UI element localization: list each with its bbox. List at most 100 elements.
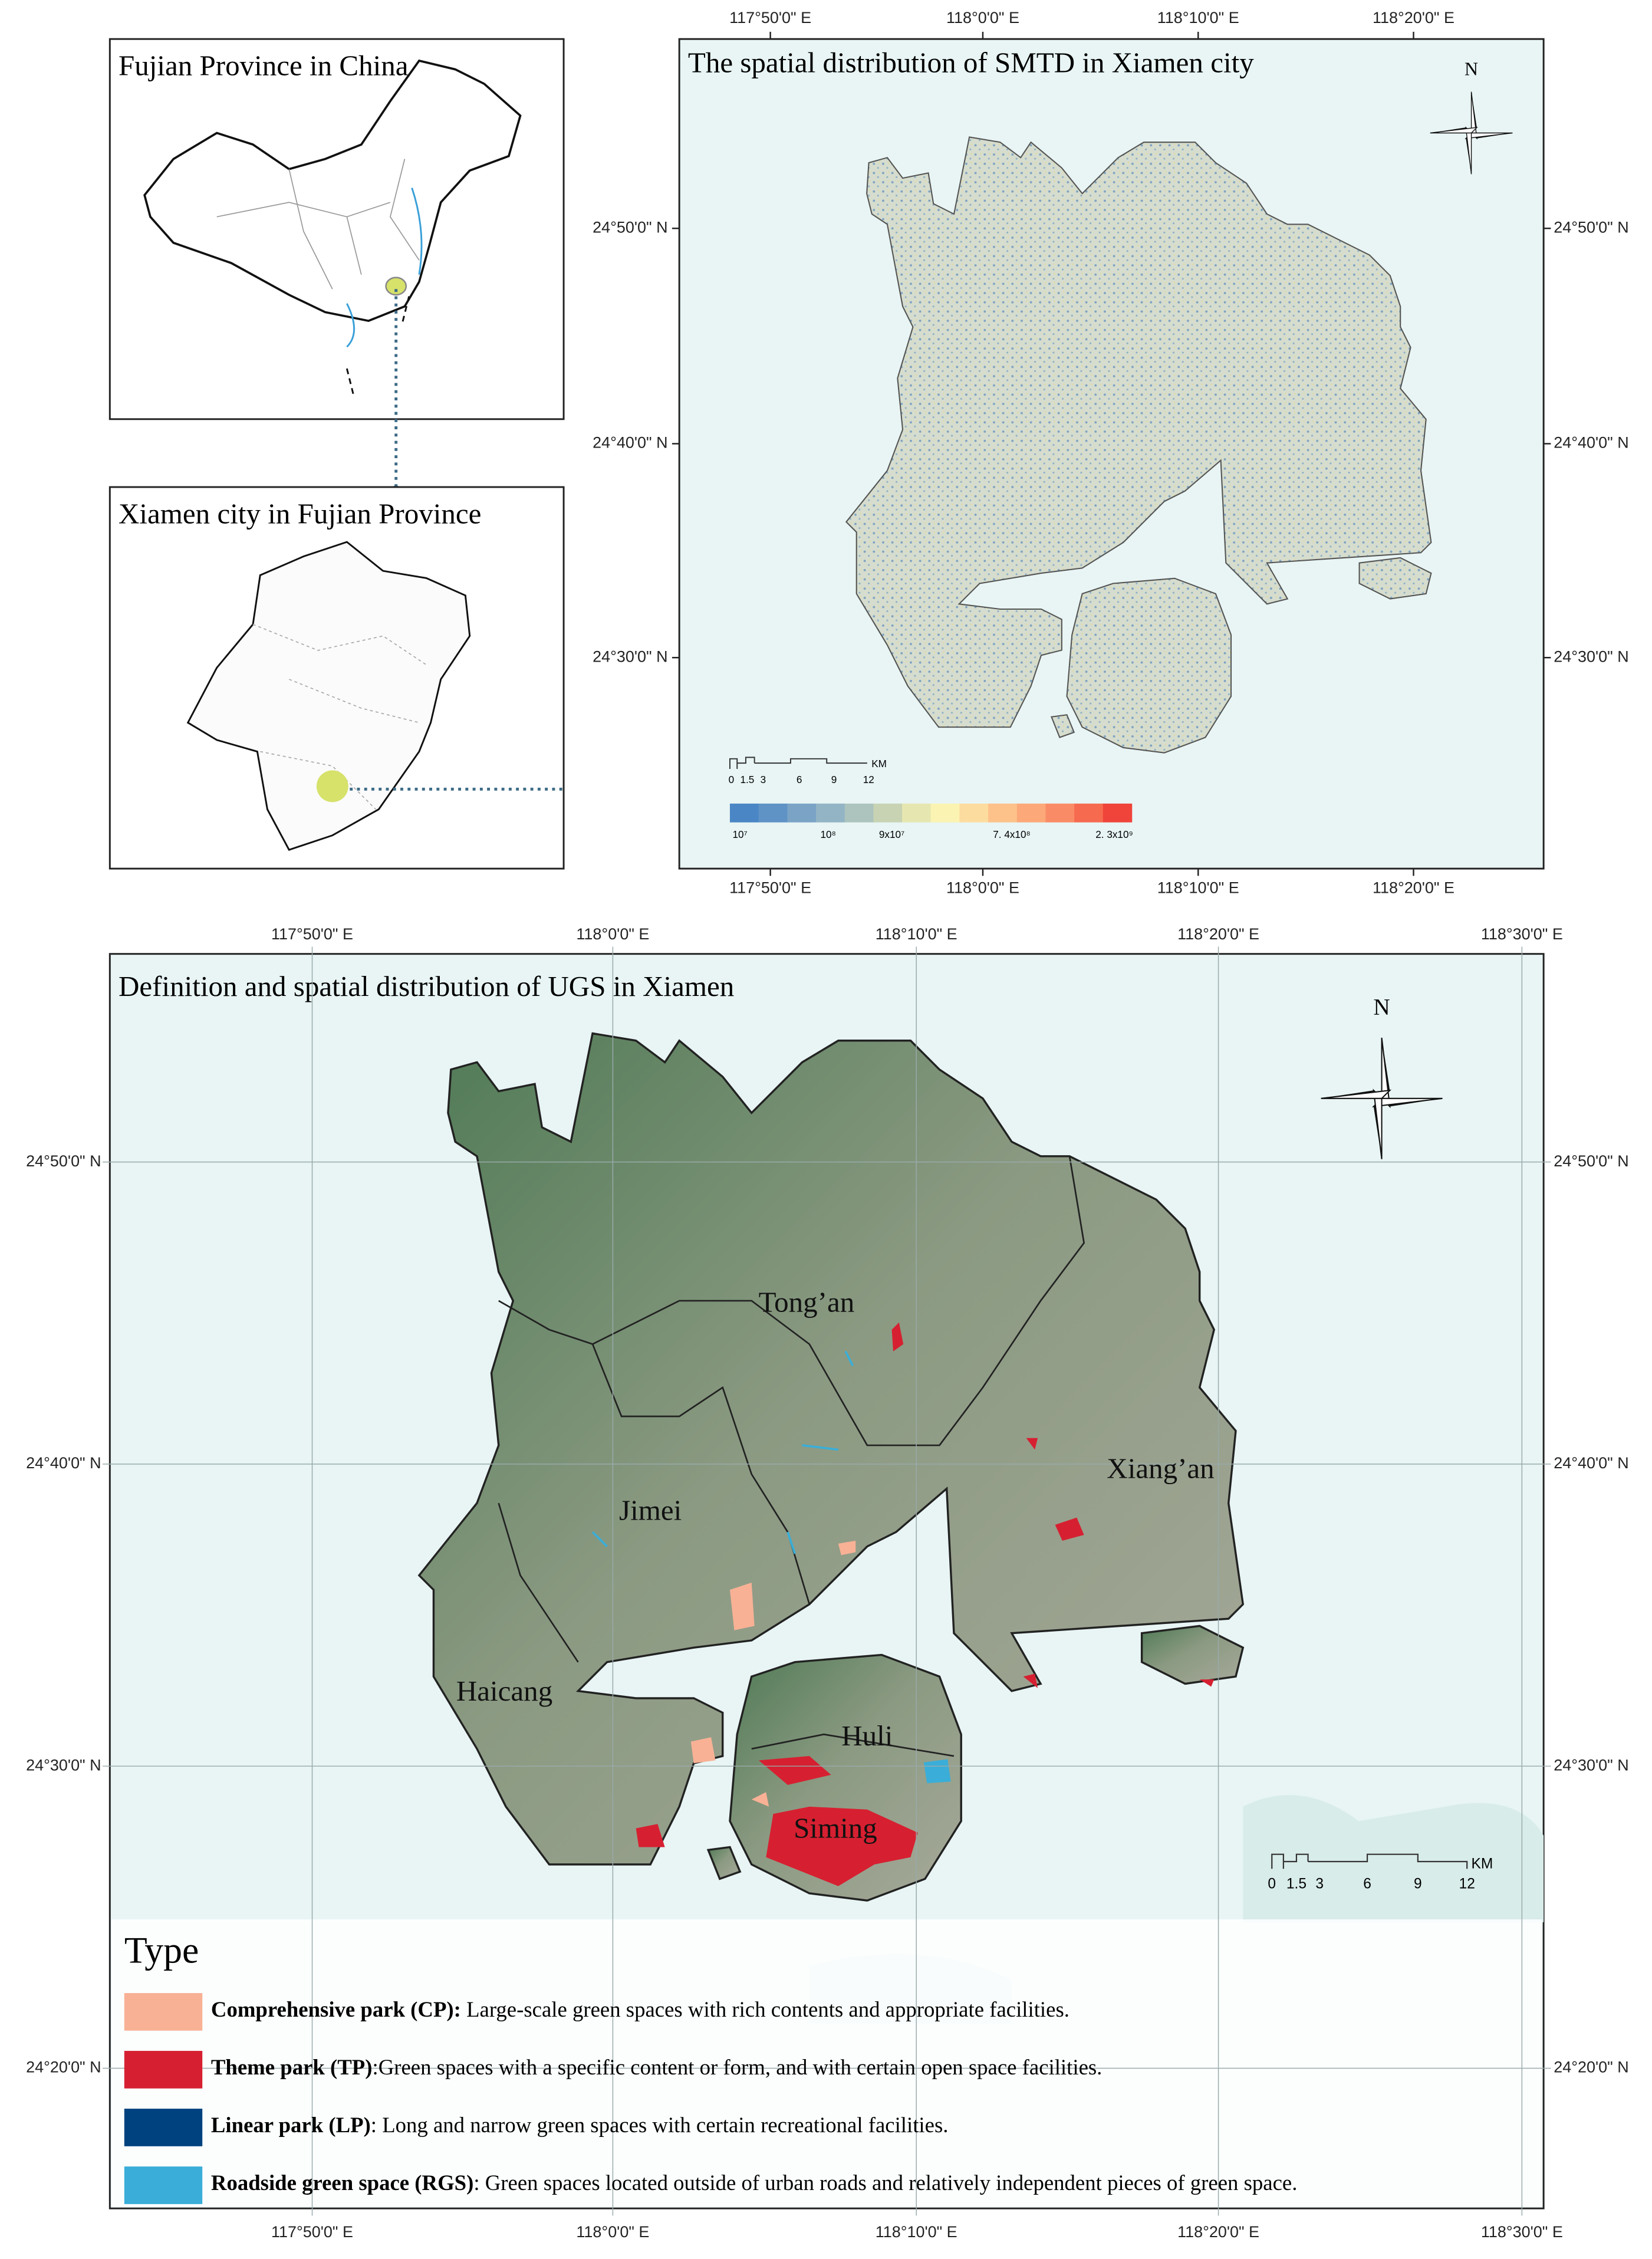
legend-name: Roadside green space (RGS)	[211, 2171, 473, 2195]
colorbar-swatch	[1016, 803, 1047, 823]
district-label: Jimei	[619, 1494, 682, 1527]
scale-label: 1.5	[1286, 1876, 1307, 1892]
scale-bar	[729, 757, 867, 769]
district-label: Huli	[841, 1719, 893, 1752]
colorbar-swatch	[1045, 803, 1075, 823]
legend-swatch	[124, 2051, 203, 2089]
colorbar-swatch	[729, 803, 759, 823]
theme-park-patch	[1055, 1517, 1084, 1541]
colorbar-label: 10⁷	[732, 828, 747, 840]
colorbar-swatch	[873, 803, 903, 823]
smtd-map-title: The spatial distribution of SMTD in Xiam…	[688, 47, 1254, 79]
compass-point	[1321, 1089, 1392, 1099]
lat-label: 24°40'0" N	[1554, 434, 1628, 452]
china-outline	[143, 59, 522, 323]
scale-label: 12	[863, 774, 874, 785]
lon-label: 118°10'0" E	[876, 2223, 957, 2241]
colorbar-swatch	[959, 803, 989, 823]
legend-description: : Green spaces located outside of urban …	[473, 2171, 1297, 2195]
colorbar-swatch	[1074, 803, 1104, 823]
lon-label: 118°30'0" E	[1481, 925, 1563, 943]
colorbar-label: 10⁸	[821, 828, 836, 840]
legend-text: Roadside green space (RGS): Green spaces…	[211, 2171, 1298, 2195]
theme-park-patch	[766, 1806, 918, 1886]
lon-label: 118°20'0" E	[1177, 925, 1259, 943]
lon-label: 118°0'0" E	[576, 2223, 649, 2241]
lon-label: 117°50'0" E	[271, 2223, 353, 2241]
colorbar-swatch	[758, 803, 788, 823]
legend-name: Linear park (LP)	[211, 2113, 371, 2137]
colorbar-swatch	[816, 803, 845, 823]
legend-swatch	[124, 2166, 203, 2204]
legend-description: : Long and narrow green spaces with cert…	[371, 2113, 949, 2137]
lon-label: 118°20'0" E	[1373, 9, 1454, 27]
lat-label: 24°50'0" N	[593, 218, 667, 236]
lat-label: 24°20'0" N	[1554, 2059, 1628, 2076]
china-inset-title: Fujian Province in China	[119, 49, 409, 81]
lat-label: 24°40'0" N	[1554, 1454, 1628, 1472]
lon-label: 117°50'0" E	[729, 879, 811, 897]
scale-label: 9	[831, 774, 837, 785]
legend-name: Theme park (TP)	[211, 2055, 373, 2079]
lon-label: 118°30'0" E	[1481, 2223, 1563, 2241]
lat-label: 24°30'0" N	[1554, 647, 1628, 665]
north-label: N	[1465, 58, 1478, 79]
legend-description: :Green spaces with a specific content or…	[372, 2055, 1102, 2079]
north-arrow	[1321, 1037, 1443, 1159]
lon-label: 118°10'0" E	[876, 925, 957, 943]
scale-label: 6	[797, 774, 802, 785]
lat-label: 24°50'0" N	[1554, 218, 1628, 236]
colorbar-swatch	[787, 803, 817, 823]
district-label: Xiang’an	[1107, 1452, 1214, 1484]
fujian-inset-title: Xiamen city in Fujian Province	[119, 497, 481, 530]
lat-label: 24°30'0" N	[593, 647, 667, 665]
lat-label: 24°50'0" N	[1554, 1152, 1628, 1170]
theme-park-patch	[636, 1824, 665, 1847]
scale-label: 0	[1268, 1876, 1276, 1892]
sea-boundary	[345, 296, 410, 398]
scale-bar	[1271, 1853, 1468, 1869]
scale-label: 0	[729, 774, 735, 785]
lat-label: 24°20'0" N	[26, 2059, 101, 2076]
colorbar-swatch	[902, 803, 932, 823]
lon-label: 118°10'0" E	[1157, 879, 1239, 897]
lon-label: 118°20'0" E	[1177, 2223, 1259, 2241]
xiamen-highlight	[316, 770, 348, 803]
city-borders	[252, 624, 427, 810]
district-borders	[498, 1156, 1085, 1757]
legend-text: Comprehensive park (CP): Large-scale gre…	[211, 1997, 1069, 2021]
legend-swatch	[124, 2109, 203, 2146]
ugs-map-title: Definition and spatial distribution of U…	[119, 970, 734, 1002]
fujian-outline	[186, 541, 471, 851]
legend-name: Comprehensive park (CP):	[211, 1997, 461, 2021]
colorbar-label: 2. 3x10⁹	[1095, 828, 1133, 840]
lon-label: 117°50'0" E	[729, 9, 811, 27]
lon-label: 118°20'0" E	[1373, 879, 1454, 897]
scale-label: 6	[1363, 1876, 1371, 1892]
lon-label: 118°0'0" E	[576, 925, 649, 943]
shallow-water	[809, 1795, 1544, 2024]
legend-text: Theme park (TP):Green spaces with a spec…	[211, 2055, 1102, 2079]
comprehensive-park-patch	[690, 1540, 856, 1807]
scale-label: 9	[1414, 1876, 1422, 1892]
scale-label: 1.5	[740, 774, 754, 785]
legend-text: Linear park (LP): Long and narrow green …	[211, 2113, 949, 2137]
lat-label: 24°40'0" N	[593, 434, 667, 452]
scale-unit: KM	[1472, 1856, 1493, 1872]
lon-label: 118°0'0" E	[946, 9, 1019, 27]
district-label: Haicang	[456, 1675, 552, 1707]
scale-label: 12	[1459, 1876, 1475, 1892]
legend-background	[111, 1919, 1542, 2207]
province-borders	[216, 159, 420, 290]
coastline	[346, 188, 423, 348]
district-label: Tong’an	[759, 1286, 855, 1318]
colorbar-swatch	[1103, 803, 1133, 823]
lon-label: 118°0'0" E	[946, 879, 1019, 897]
legend-description: Large-scale green spaces with rich conte…	[461, 1997, 1069, 2021]
ugs-patches	[591, 1322, 1215, 1886]
colorbar-label: 7. 4x10⁸	[993, 828, 1030, 840]
fujian-highlight	[385, 277, 407, 296]
